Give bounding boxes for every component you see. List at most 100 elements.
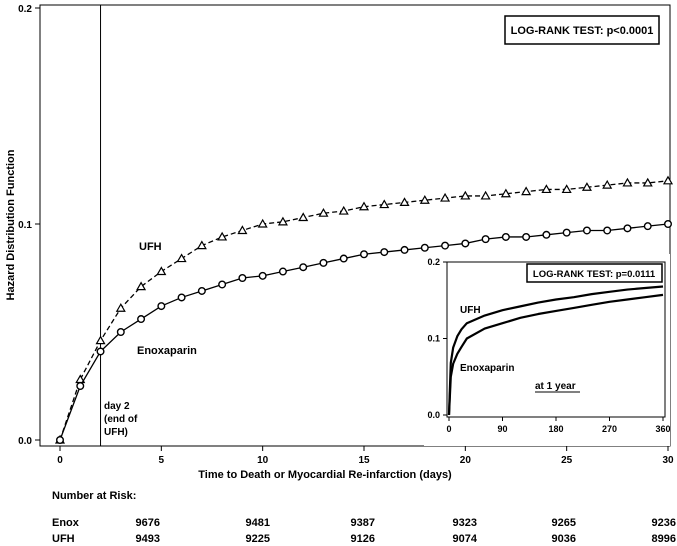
ufh-point [480, 190, 491, 200]
ufh-point [237, 225, 248, 235]
x-axis-ticks: 0 5 10 15 20 25 30 [57, 446, 674, 466]
ufh-point [622, 177, 633, 187]
enoxaparin-point [157, 302, 166, 311]
enoxaparin-point [582, 226, 591, 235]
enoxaparin-point [319, 258, 328, 267]
inset-x-tick-label: 270 [602, 424, 617, 434]
ufh-point [338, 205, 349, 215]
enoxaparin-point [522, 232, 531, 241]
series-label-enoxaparin: Enoxaparin [137, 345, 197, 357]
inset-caption: at 1 year [535, 381, 576, 392]
series-label-ufh: UFH [139, 241, 162, 253]
ufh-point [541, 184, 552, 194]
ufh-point [500, 188, 511, 198]
risk-enox-value: 9236 [651, 517, 676, 529]
y-tick-label: 0.0 [18, 436, 32, 447]
ufh-point [399, 197, 410, 206]
enoxaparin-point [664, 219, 673, 228]
enoxaparin-point [137, 315, 146, 324]
risk-row-label-enox: Enox [52, 517, 79, 529]
enoxaparin-point [420, 243, 429, 252]
inset-series-group [447, 285, 664, 416]
risk-enox-value: 9481 [245, 517, 270, 529]
risk-enox-value: 9387 [350, 517, 375, 529]
enoxaparin-point [96, 347, 105, 356]
enoxaparin-point [380, 248, 389, 257]
enoxaparin-point [299, 263, 308, 272]
inset-x-tick-label: 360 [655, 424, 670, 434]
y-axis-label: Hazard Distribution Function [5, 149, 17, 300]
risk-ufh-value: 9493 [135, 533, 160, 545]
risk-ufh-value: 9126 [350, 533, 375, 545]
risk-row-label-ufh: UFH [52, 533, 75, 545]
ufh-point [115, 303, 126, 312]
inset-y-tick-label: 0.1 [427, 334, 440, 344]
x-tick-label: 20 [460, 455, 472, 466]
enoxaparin-point [481, 235, 490, 244]
enoxaparin-point [400, 245, 409, 254]
day2-label-line-1: day 2 [104, 401, 130, 412]
day2-label-line-2: (end of [104, 414, 138, 425]
risk-enox-value: 9676 [135, 517, 160, 529]
inset-logrank-text: LOG-RANK TEST: p=0.0111 [533, 269, 656, 280]
x-tick-label: 15 [358, 455, 370, 466]
risk-enox-value: 9323 [452, 517, 477, 529]
y-tick-label: 0.2 [18, 4, 32, 15]
enoxaparin-point [218, 280, 227, 289]
risk-enox-value: 9265 [551, 517, 576, 529]
enoxaparin-point [542, 230, 551, 239]
ufh-point [277, 216, 288, 226]
inset-y-axis-ticks: 0.0 0.1 0.2 [427, 257, 447, 420]
inset-x-tick-label: 90 [497, 424, 507, 434]
day2-label-line-3: UFH) [104, 427, 128, 438]
enoxaparin-point [623, 224, 632, 233]
enoxaparin-point [562, 228, 571, 237]
x-tick-label: 10 [257, 455, 269, 466]
enoxaparin-point [461, 239, 470, 248]
risk-ufh-value: 8996 [651, 533, 676, 545]
ufh-point [561, 184, 572, 194]
y-axis-ticks: 0.0 0.1 0.2 [18, 4, 40, 447]
x-tick-label: 30 [662, 455, 674, 466]
inset-enoxaparin-line [447, 293, 664, 416]
inset-logrank-box [526, 263, 663, 283]
inset-x-tick-label: 180 [548, 424, 563, 434]
ufh-point [642, 177, 653, 187]
risk-ufh-value: 9225 [245, 533, 270, 545]
ufh-point [419, 195, 430, 204]
enoxaparin-point [258, 271, 267, 280]
ufh-point [521, 186, 532, 196]
ufh-point [298, 212, 309, 222]
ufh-point [95, 335, 106, 345]
risk-ufh-value: 9036 [551, 533, 576, 545]
x-tick-label: 0 [57, 455, 63, 466]
x-tick-label: 25 [561, 455, 573, 466]
risk-ufh-value: 9074 [452, 533, 477, 545]
inset-series-label-ufh: UFH [460, 305, 481, 316]
inset-x-tick-label: 0 [446, 424, 451, 434]
x-axis-label: Time to Death or Myocardial Re-infarctio… [198, 469, 452, 481]
main-logrank-box [504, 15, 660, 45]
risk-table-title: Number at Risk: [52, 490, 137, 502]
enoxaparin-point [603, 226, 612, 235]
ufh-point [460, 190, 471, 200]
enoxaparin-point [76, 382, 85, 391]
ufh-point [318, 207, 329, 217]
enoxaparin-point [278, 267, 287, 276]
inset-x-axis-ticks: 0 90 180 270 360 [446, 417, 671, 434]
enoxaparin-point [441, 241, 450, 250]
ufh-point [379, 199, 390, 209]
main-logrank-text: LOG-RANK TEST: p<0.0001 [511, 25, 654, 37]
enoxaparin-point [177, 293, 186, 302]
inset-y-tick-label: 0.2 [427, 257, 440, 267]
ufh-point [257, 218, 268, 228]
inset-y-tick-label: 0.0 [427, 410, 440, 420]
ufh-point [217, 231, 228, 241]
x-tick-label: 5 [159, 455, 165, 466]
ufh-point [662, 175, 674, 185]
enoxaparin-point [197, 286, 206, 295]
enoxaparin-point [56, 436, 65, 445]
ufh-point [602, 179, 613, 189]
enoxaparin-point [116, 328, 125, 337]
